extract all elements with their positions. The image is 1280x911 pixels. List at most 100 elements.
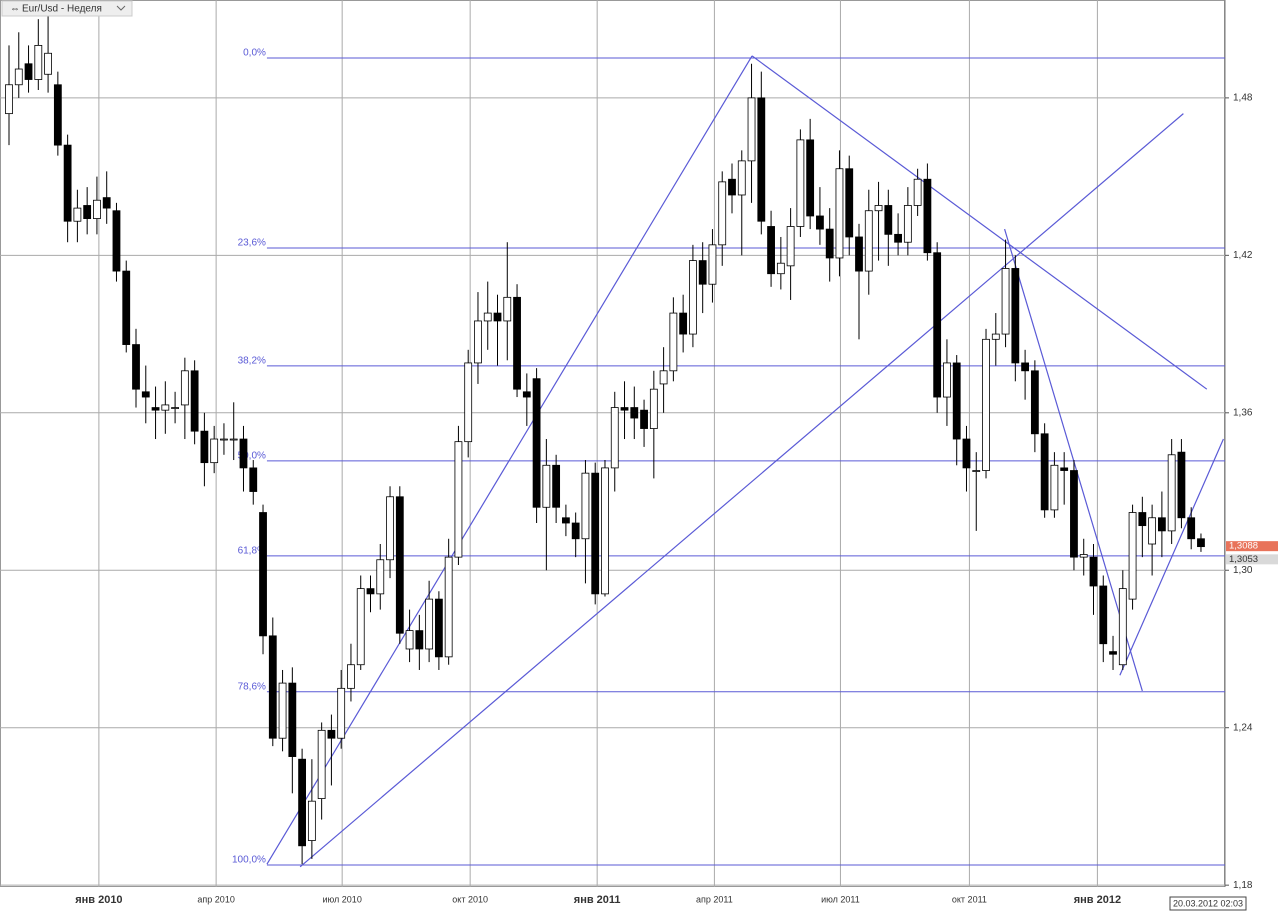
candle-body — [669, 312, 678, 372]
candle-body — [1050, 464, 1059, 511]
candle-body — [1021, 362, 1030, 372]
candle-body — [1109, 651, 1117, 655]
candle-body — [952, 362, 961, 440]
candle-body — [73, 207, 82, 222]
candle-body — [1187, 517, 1196, 540]
candle-body — [249, 467, 258, 492]
candle-body — [659, 370, 668, 385]
y-tick-label: 1,30 — [1233, 565, 1253, 576]
candle-body — [434, 598, 443, 658]
x-tick-label: янв 2012 — [1074, 894, 1121, 906]
title-icon: ⇔ — [10, 4, 20, 15]
title-box[interactable] — [1, 0, 133, 17]
candle-body — [1148, 517, 1157, 545]
candle-body — [786, 226, 795, 267]
candle-body — [444, 556, 453, 658]
candle-body — [571, 522, 580, 540]
candle-body — [737, 160, 746, 196]
candle-body — [649, 388, 658, 429]
candle-body — [835, 168, 844, 259]
candle-body — [1099, 585, 1108, 645]
candle-body — [298, 758, 307, 847]
candle-body — [180, 370, 189, 406]
candle-body — [913, 178, 922, 206]
candle-body — [708, 244, 717, 285]
candle-body — [405, 630, 414, 650]
candle-body — [620, 407, 629, 411]
candle-body — [1001, 268, 1010, 335]
candle-body — [229, 438, 238, 441]
candle-body — [278, 682, 287, 739]
candle-body — [1011, 268, 1020, 364]
candle-body — [552, 464, 561, 508]
candle-body — [923, 178, 932, 254]
x-tick-label: окт 2011 — [952, 894, 987, 904]
candle-body — [63, 144, 72, 222]
x-tick-label: апр 2011 — [696, 894, 733, 904]
candle-body — [855, 236, 863, 272]
candle-body — [522, 391, 531, 398]
trend-line — [1119, 438, 1224, 676]
candle-body — [376, 559, 385, 595]
candle-body — [347, 664, 355, 689]
candle-body — [259, 512, 267, 637]
candle-body — [395, 496, 404, 634]
trend-line — [299, 113, 1184, 868]
x-tick-label: апр 2010 — [197, 894, 234, 904]
x-tick-label: янв 2011 — [574, 894, 621, 906]
candle-body — [757, 97, 766, 222]
candle-body — [190, 370, 199, 432]
candle-body — [1167, 454, 1176, 532]
candle-body — [327, 729, 336, 739]
chart-title: Eur/Usd - Неделя — [22, 4, 102, 15]
candle-body — [1070, 470, 1078, 558]
candle-body — [474, 320, 482, 364]
timestamp-box — [1169, 896, 1247, 911]
candle-body — [1030, 370, 1039, 435]
candle-body — [307, 800, 316, 841]
y-tick-label: 1,36 — [1233, 407, 1253, 418]
candle-body — [610, 407, 619, 469]
candle-body — [1060, 467, 1069, 471]
candle-body — [884, 205, 893, 235]
candle-body — [630, 407, 639, 419]
timestamp: 20.03.2012 02:03 — [1173, 898, 1243, 908]
x-tick-label: янв 2010 — [75, 894, 122, 906]
price-tag-label: 1,3088 — [1229, 541, 1258, 552]
candle-body — [171, 407, 179, 409]
candle-body — [962, 438, 971, 469]
candle-body — [14, 68, 23, 86]
candle-body — [141, 391, 150, 398]
candle-body — [679, 312, 688, 335]
candle-body — [483, 312, 492, 322]
candle-body — [425, 598, 434, 650]
fib-label: 0,0% — [243, 48, 266, 59]
candle-body — [53, 84, 62, 146]
candle-body — [767, 226, 775, 275]
x-tick-label: июл 2010 — [322, 894, 361, 904]
candle-body — [151, 407, 160, 411]
candle-body — [874, 205, 883, 212]
candle-body — [1040, 433, 1049, 511]
candle-body — [894, 233, 902, 243]
candle-body — [102, 197, 111, 209]
candle-body — [728, 178, 736, 196]
candle-body — [698, 260, 707, 285]
x-tick-label: окт 2010 — [452, 894, 488, 904]
candle-body — [562, 517, 570, 524]
candle-body — [1118, 588, 1127, 666]
candle-body — [83, 205, 92, 220]
fib-label: 50,0% — [238, 450, 266, 461]
fib-label: 61,8% — [238, 545, 266, 556]
candle-body — [288, 682, 297, 757]
y-tick-label: 1,48 — [1233, 93, 1253, 104]
price-tag — [1226, 541, 1278, 552]
candle-body — [93, 199, 101, 220]
candle-body — [454, 441, 463, 558]
candle-body — [317, 729, 326, 799]
candle-body — [386, 496, 394, 561]
candle-body — [1138, 512, 1147, 527]
candle-body — [220, 438, 228, 441]
candle-body — [943, 362, 951, 398]
